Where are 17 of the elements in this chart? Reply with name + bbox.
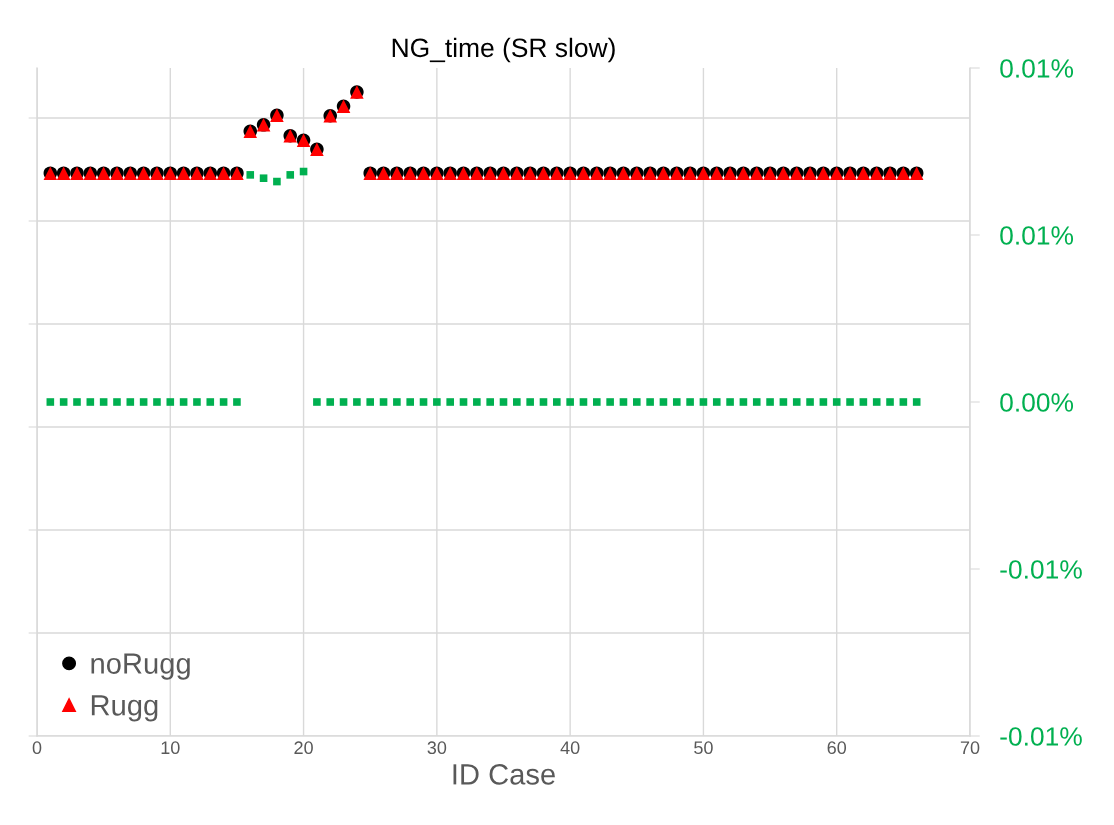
x-axis-title: ID Case <box>453 764 555 785</box>
legend-label: Rugg <box>91 695 158 722</box>
y2-tick-label: 0.01% <box>1000 226 1074 245</box>
legend-label: noRugg <box>91 653 190 680</box>
y2-tick-label: 0.00% <box>1000 393 1074 412</box>
y2-tick-label: -0.01% <box>1000 727 1082 746</box>
y2-tick-label: -0.01% <box>1000 560 1082 579</box>
y2-tick-label: 0.01% <box>1000 59 1074 78</box>
x-tick-label: 50 <box>694 741 713 755</box>
x-tick-label: 20 <box>294 741 313 755</box>
x-tick-label: 10 <box>161 741 180 755</box>
x-tick-label: 30 <box>427 741 447 755</box>
x-tick-label: 40 <box>560 741 580 755</box>
x-tick-label: 0 <box>32 741 42 755</box>
chart-title: NG_time (SR slow) <box>392 37 615 63</box>
x-tick-label: 70 <box>960 741 980 755</box>
x-tick-label: 60 <box>827 741 847 755</box>
